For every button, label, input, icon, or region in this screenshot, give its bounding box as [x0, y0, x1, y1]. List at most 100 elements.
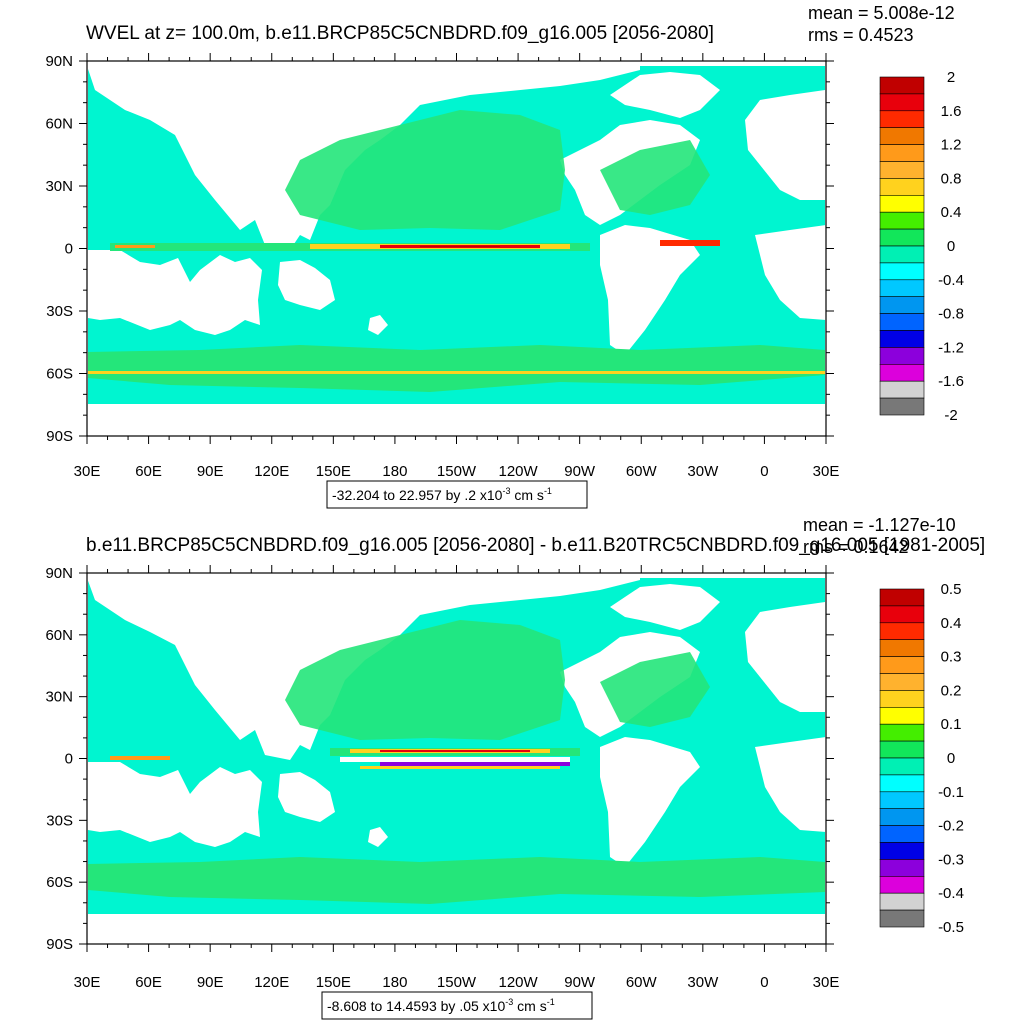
- x-tick-label: 90W: [564, 974, 596, 991]
- x-tick-label: 120E: [254, 463, 289, 480]
- x-tick-label: 120W: [498, 463, 538, 480]
- colorbar-label: -0.8: [938, 306, 964, 323]
- colorbar-swatch: [879, 279, 925, 297]
- x-tick-label: 150W: [437, 974, 477, 991]
- colorbar-swatch: [879, 740, 925, 759]
- colorbar-swatch: [879, 110, 925, 129]
- x-tick-label: 30W: [687, 974, 719, 991]
- y-tick-label: 90S: [46, 428, 73, 445]
- panel-bottom: b.e11.BRCP85C5CNBDRD.f09_g16.005 [2056-2…: [45, 515, 985, 1020]
- y-tick-label: 30S: [46, 812, 73, 829]
- x-tick-label: 90E: [197, 463, 224, 480]
- rms-label: rms = 0.1642: [803, 537, 909, 557]
- chart-title: WVEL at z= 100.0m, b.e11.BRCP85C5CNBDRD.…: [86, 23, 714, 44]
- colorbar-swatch: [879, 808, 925, 826]
- y-tick-label: 60S: [46, 366, 73, 383]
- x-tick-label: 120W: [498, 974, 538, 991]
- y-tick-label: 30S: [46, 303, 73, 320]
- x-tick-label: 180: [382, 974, 407, 991]
- colorbar-swatch: [879, 723, 925, 742]
- colorbar-swatch: [879, 347, 925, 365]
- colorbar-swatch: [879, 380, 925, 399]
- x-tick-label: 30W: [687, 463, 719, 480]
- colorbar-swatch: [879, 363, 925, 382]
- y-tick-label: 0: [65, 241, 73, 258]
- colorbar-swatch: [879, 245, 925, 264]
- colorbar-label: 1.2: [941, 137, 962, 154]
- x-tick-label: 150E: [316, 974, 351, 991]
- mean-label: mean = -1.127e-10: [803, 515, 956, 535]
- y-tick-label: 30N: [45, 178, 73, 195]
- colorbar-swatch: [879, 330, 925, 348]
- colorbar-label: -0.1: [938, 784, 964, 801]
- map-field: [87, 61, 826, 436]
- colorbar-label: 0.4: [941, 615, 962, 632]
- range-box: [321, 991, 593, 1020]
- colorbar-swatch: [879, 588, 925, 607]
- mean-label: mean = 5.008e-12: [808, 3, 955, 23]
- x-tick-label: 60E: [135, 463, 162, 480]
- colorbar-label: -1.6: [938, 373, 964, 390]
- colorbar-label: 0: [947, 750, 955, 767]
- colorbar-swatch: [879, 127, 925, 145]
- colorbar-swatch: [879, 228, 925, 247]
- colorbar-swatch: [879, 875, 925, 894]
- colorbar-swatch: [879, 161, 925, 179]
- y-tick-label: 90N: [45, 53, 73, 70]
- colorbar-swatch: [879, 757, 925, 776]
- colorbar-swatch: [879, 690, 925, 708]
- colorbar-swatch: [879, 892, 925, 911]
- x-tick-label: 90E: [197, 974, 224, 991]
- chart-title: b.e11.BRCP85C5CNBDRD.f09_g16.005 [2056-2…: [86, 535, 985, 556]
- range-box: [326, 480, 588, 509]
- colorbar-swatch: [879, 673, 925, 691]
- colorbar-label: -0.5: [938, 919, 964, 936]
- colorbar-swatch: [879, 825, 925, 843]
- y-tick-label: 90N: [45, 565, 73, 582]
- colorbar-swatch: [879, 211, 925, 230]
- colorbar-label: 0: [947, 238, 955, 255]
- y-tick-label: 30N: [45, 689, 73, 706]
- colorbar-label: 0.2: [941, 682, 962, 699]
- panel-top: WVEL at z= 100.0m, b.e11.BRCP85C5CNBDRD.…: [45, 3, 964, 509]
- x-tick-label: 90W: [564, 463, 596, 480]
- colorbar-swatch: [879, 76, 925, 95]
- y-tick-label: 60N: [45, 627, 73, 644]
- map-field: [87, 573, 826, 944]
- x-tick-label: 60W: [626, 974, 658, 991]
- y-tick-label: 60S: [46, 874, 73, 891]
- colorbar-swatch: [879, 195, 925, 213]
- colorbar-swatch: [879, 656, 925, 674]
- colorbar-swatch: [879, 178, 925, 196]
- colorbar-label: -0.3: [938, 851, 964, 868]
- colorbar-label: -0.4: [938, 272, 964, 289]
- colorbar-swatch: [879, 859, 925, 877]
- colorbar-label: -0.4: [938, 885, 964, 902]
- x-tick-label: 30E: [74, 463, 101, 480]
- colorbar-swatch: [879, 842, 925, 860]
- colorbar-label: -2: [944, 407, 957, 424]
- colorbar-swatch: [879, 639, 925, 657]
- x-tick-label: 0: [760, 974, 768, 991]
- colorbar-label: 0.1: [941, 716, 962, 733]
- colorbar-label: 2: [947, 69, 955, 86]
- colorbar-label: 0.8: [941, 170, 962, 187]
- rms-label: rms = 0.4523: [808, 25, 914, 45]
- range-label: -32.204 to 22.957 by .2 x10-3 cm s-1: [332, 486, 552, 503]
- colorbar-swatch: [879, 262, 925, 281]
- y-tick-label: 60N: [45, 116, 73, 133]
- colorbar-swatch: [879, 144, 925, 162]
- colorbar-swatch: [879, 774, 925, 793]
- x-tick-label: 60W: [626, 463, 658, 480]
- y-tick-label: 0: [65, 751, 73, 768]
- x-tick-label: 120E: [254, 974, 289, 991]
- x-tick-label: 150E: [316, 463, 351, 480]
- y-tick-label: 90S: [46, 936, 73, 953]
- x-tick-label: 30E: [813, 974, 840, 991]
- colorbar-swatch: [879, 93, 925, 112]
- colorbar-swatch: [879, 791, 925, 809]
- colorbar-label: 0.3: [941, 649, 962, 666]
- x-tick-label: 180: [382, 463, 407, 480]
- colorbar-swatch: [879, 605, 925, 624]
